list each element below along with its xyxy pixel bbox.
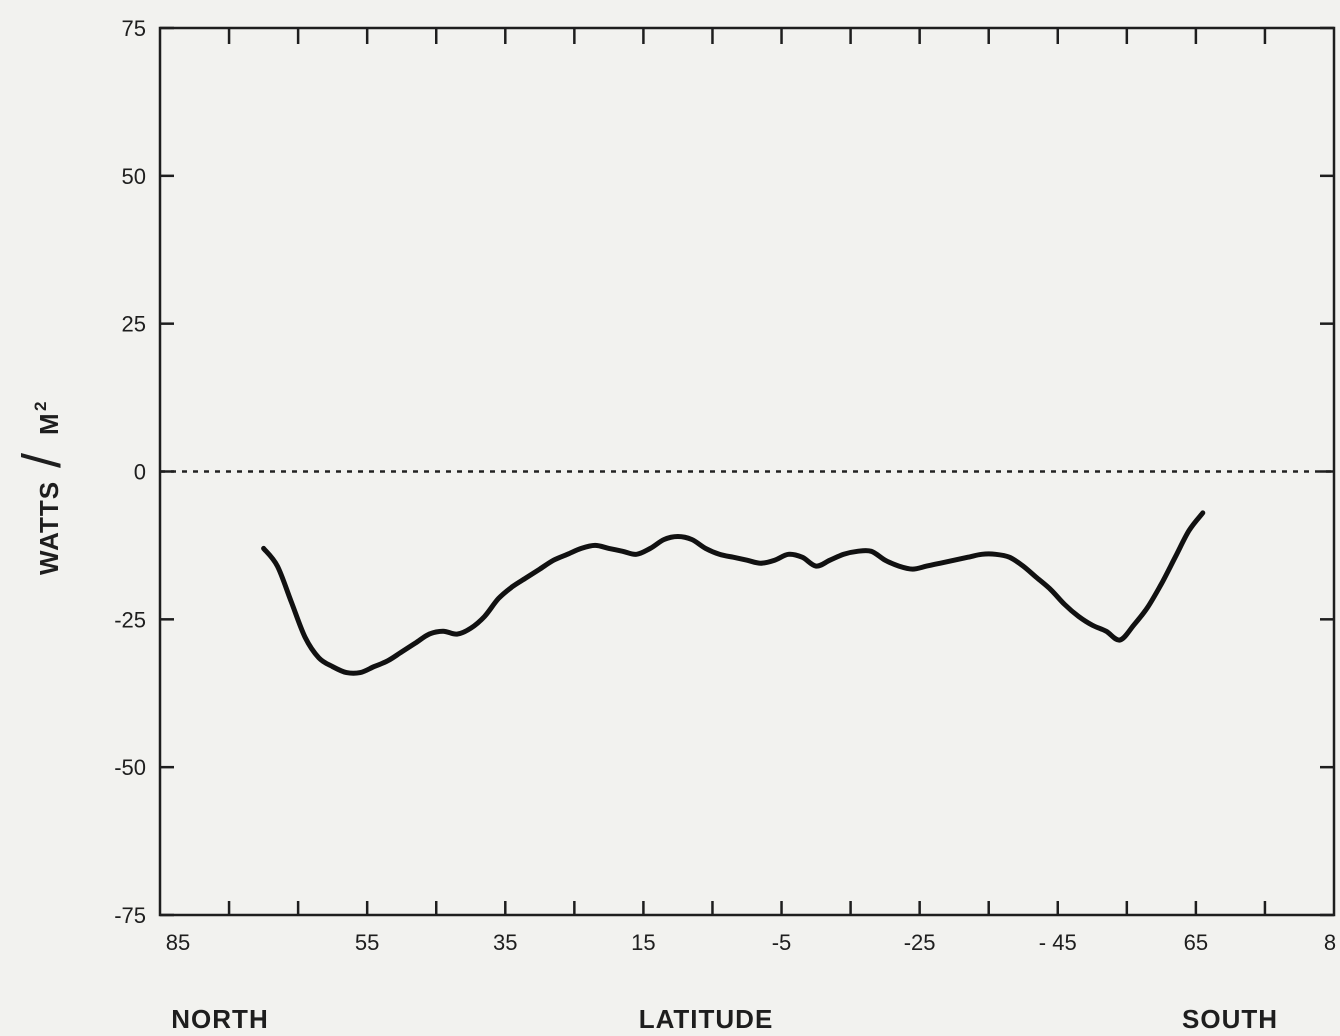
y-tick-label: -75 <box>114 903 146 928</box>
x-tick-label: 35 <box>493 930 517 955</box>
y-axis-title-unit: M <box>34 412 64 435</box>
x-axis-north-label: NORTH <box>171 1004 268 1034</box>
x-axis-title: LATITUDE <box>639 1004 774 1034</box>
y-axis-ticks: 75 50 25 0 -25 -50 -75 <box>114 16 1334 928</box>
y-tick-label: -25 <box>114 607 146 632</box>
x-tick-label: 65 <box>1184 930 1208 955</box>
series-line <box>261 510 1206 676</box>
y-tick-label: 75 <box>122 16 146 41</box>
x-axis-ticks: 85 55 35 15 -5 -25 - 45 65 8 <box>166 28 1336 955</box>
x-tick-label: -5 <box>772 930 792 955</box>
y-axis-title-slash: / <box>12 452 72 468</box>
x-tick-label: 85 <box>166 930 190 955</box>
x-tick-label: - 45 <box>1039 930 1077 955</box>
y-axis-title-main: WATTS <box>34 481 64 575</box>
x-tick-label: 55 <box>355 930 379 955</box>
y-tick-label: 0 <box>134 460 146 485</box>
x-axis-south-label: SOUTH <box>1182 1004 1278 1034</box>
x-tick-label: -25 <box>904 930 936 955</box>
x-tick-label: 8 <box>1324 930 1336 955</box>
y-tick-label: 50 <box>122 164 146 189</box>
x-tick-label: 15 <box>631 930 655 955</box>
series-layer <box>261 510 1206 676</box>
y-tick-label: 25 <box>122 312 146 337</box>
y-axis-title-exponent: 2 <box>31 401 50 411</box>
y-tick-label: -50 <box>114 755 146 780</box>
y-axis-title: WATTS / M 2 <box>12 401 72 575</box>
